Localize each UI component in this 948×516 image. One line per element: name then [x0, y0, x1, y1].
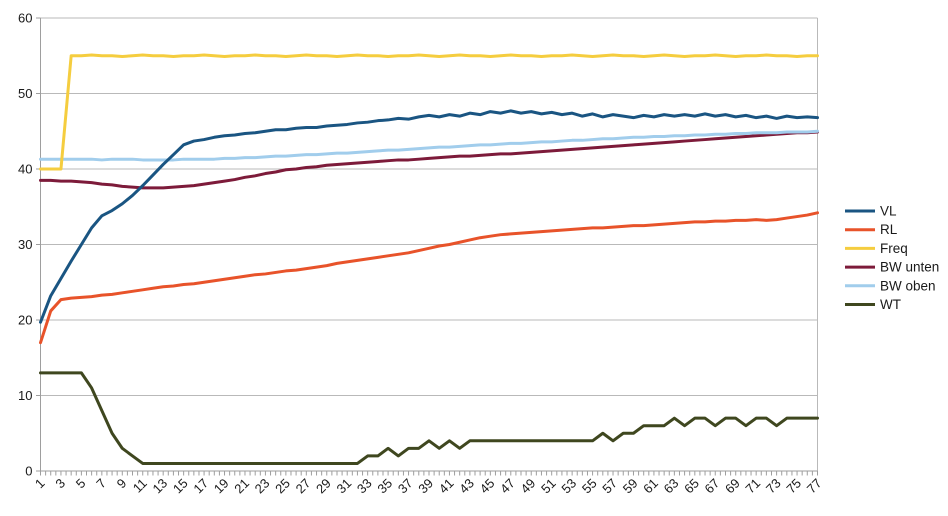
legend-label-rl: RL: [880, 222, 898, 237]
x-axis-label: 3: [52, 476, 68, 492]
x-axis-label: 57: [599, 476, 620, 497]
y-axis-label: 30: [18, 237, 32, 252]
x-axis-label: 73: [763, 476, 784, 497]
y-axis-label: 0: [25, 464, 32, 479]
x-axis-label: 43: [456, 476, 477, 497]
x-axis-label: 37: [395, 476, 416, 497]
legend-label-freq: Freq: [880, 241, 908, 256]
series-line-wt: [39, 371, 819, 465]
x-axis-label: 51: [538, 476, 559, 497]
x-axis-label: 25: [272, 476, 293, 497]
x-axis-label: 45: [477, 476, 498, 497]
x-axis-label: 33: [354, 476, 375, 497]
legend-item-rl: RL: [845, 222, 898, 237]
legend-item-freq: Freq: [845, 241, 908, 256]
x-axis-label: 11: [130, 476, 150, 496]
x-axis-label: 23: [252, 476, 273, 497]
y-axis-label: 50: [18, 86, 32, 101]
x-axis-label: 61: [640, 476, 661, 497]
x-axis-label: 55: [579, 476, 600, 497]
legend-label-bw-unten: BW unten: [880, 260, 939, 275]
gridlines: [40, 17, 818, 472]
x-axis-label: 29: [313, 476, 334, 497]
y-axis: 0 10 20 30 40 50 60: [18, 11, 41, 479]
legend-item-bw-oben: BW oben: [845, 278, 936, 293]
x-axis-label: 9: [114, 476, 130, 492]
x-axis-label: 1: [32, 476, 48, 492]
x-axis-label: 39: [415, 476, 436, 497]
x-axis-label: 49: [518, 476, 539, 497]
x-axis-label: 71: [742, 476, 763, 497]
x-axis-label: 53: [558, 476, 579, 497]
legend-item-wt: WT: [845, 297, 901, 312]
y-axis-label: 10: [18, 388, 32, 403]
legend-label-wt: WT: [880, 297, 901, 312]
x-axis-label: 63: [661, 476, 682, 497]
y-axis-label: 20: [18, 313, 32, 328]
series-line-freq: [39, 53, 819, 171]
x-axis-label: 21: [231, 476, 252, 497]
x-axis-label: 19: [211, 476, 232, 497]
x-axis-label: 17: [190, 476, 211, 497]
y-axis-label: 40: [18, 162, 32, 177]
x-axis-label: 59: [620, 476, 641, 497]
series-line-vl: [39, 109, 819, 324]
legend-item-vl: VL: [845, 204, 897, 219]
x-axis: 1 3 5 7 9 11 13 15 17 19 21 23 25 27 29 31 33 35 37 39 41 43 4…: [32, 471, 825, 496]
legend-label-vl: VL: [880, 204, 897, 219]
x-axis-label: 67: [702, 476, 723, 497]
x-axis-label: 41: [436, 476, 457, 497]
x-axis-label: 31: [333, 476, 354, 497]
x-axis-label: 15: [170, 476, 191, 497]
x-axis-label: 69: [722, 476, 743, 497]
series-line-rl: [39, 211, 819, 345]
legend-label-bw-oben: BW oben: [880, 278, 936, 293]
series-lines: [39, 53, 819, 465]
y-axis-label: 60: [18, 11, 32, 26]
series-line-bw-oben: [39, 129, 819, 162]
legend: VL RL Freq BW unten BW oben WT: [845, 204, 939, 312]
x-axis-label: 65: [681, 476, 702, 497]
x-axis-label: 75: [783, 476, 804, 497]
x-axis-label: 35: [374, 476, 395, 497]
x-axis-label: 7: [93, 476, 109, 492]
x-axis-label: 27: [293, 476, 314, 497]
x-axis-label: 77: [804, 476, 825, 497]
series-line-bw-unten: [39, 130, 819, 190]
legend-item-bw-unten: BW unten: [845, 260, 939, 275]
x-axis-label: 5: [73, 476, 89, 492]
x-axis-label: 13: [149, 476, 170, 497]
x-axis-label: 47: [497, 476, 518, 497]
